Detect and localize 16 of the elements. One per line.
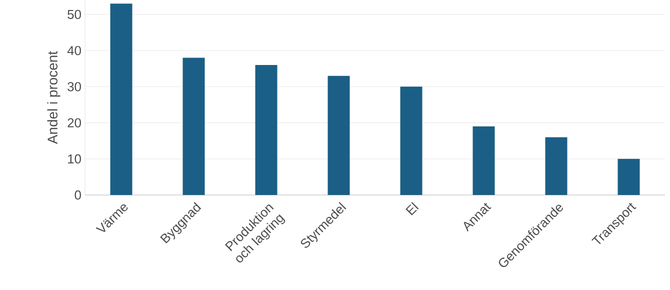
bar (618, 158, 640, 195)
y-tick-label: 20 (68, 118, 81, 128)
y-tick-label: 10 (68, 154, 81, 164)
y-tick-label: 0 (74, 190, 81, 200)
bar (400, 86, 422, 195)
bar (182, 58, 205, 195)
y-tick-label: 40 (67, 46, 81, 56)
bar (255, 65, 278, 195)
y-tick-label: 30 (68, 82, 81, 92)
bar (328, 76, 350, 195)
y-axis-title: Andel i procent (47, 51, 60, 144)
bar (545, 137, 568, 195)
y-tick-label: 50 (68, 10, 81, 20)
bar (110, 4, 132, 195)
bar (472, 126, 495, 195)
x-tick-label: El (406, 202, 419, 216)
